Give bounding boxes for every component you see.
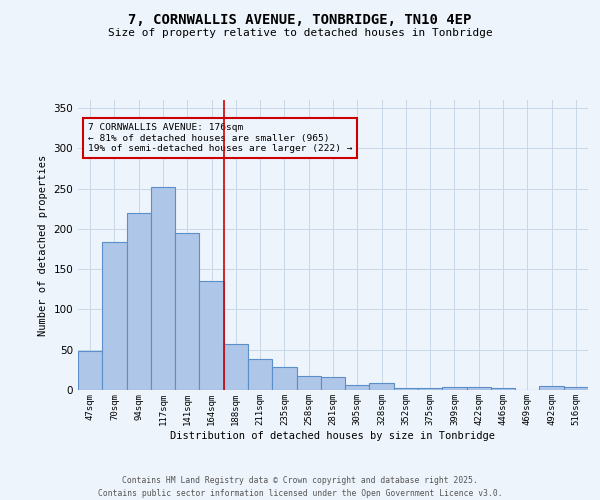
- Bar: [224, 344, 248, 390]
- Text: Size of property relative to detached houses in Tonbridge: Size of property relative to detached ho…: [107, 28, 493, 38]
- Bar: [127, 213, 151, 390]
- Bar: [418, 388, 442, 390]
- Bar: [248, 358, 272, 390]
- Bar: [370, 383, 394, 390]
- Bar: [296, 376, 321, 390]
- Text: Contains HM Land Registry data © Crown copyright and database right 2025.
Contai: Contains HM Land Registry data © Crown c…: [98, 476, 502, 498]
- X-axis label: Distribution of detached houses by size in Tonbridge: Distribution of detached houses by size …: [170, 430, 496, 440]
- Bar: [345, 385, 370, 390]
- Bar: [321, 377, 345, 390]
- Bar: [151, 187, 175, 390]
- Bar: [467, 387, 491, 390]
- Bar: [199, 281, 224, 390]
- Bar: [539, 386, 564, 390]
- Bar: [175, 233, 199, 390]
- Bar: [442, 387, 467, 390]
- Bar: [272, 368, 296, 390]
- Bar: [394, 388, 418, 390]
- Y-axis label: Number of detached properties: Number of detached properties: [38, 154, 48, 336]
- Text: 7 CORNWALLIS AVENUE: 176sqm
← 81% of detached houses are smaller (965)
19% of se: 7 CORNWALLIS AVENUE: 176sqm ← 81% of det…: [88, 123, 353, 153]
- Bar: [102, 242, 127, 390]
- Text: 7, CORNWALLIS AVENUE, TONBRIDGE, TN10 4EP: 7, CORNWALLIS AVENUE, TONBRIDGE, TN10 4E…: [128, 12, 472, 26]
- Bar: [78, 352, 102, 390]
- Bar: [491, 388, 515, 390]
- Bar: [564, 387, 588, 390]
